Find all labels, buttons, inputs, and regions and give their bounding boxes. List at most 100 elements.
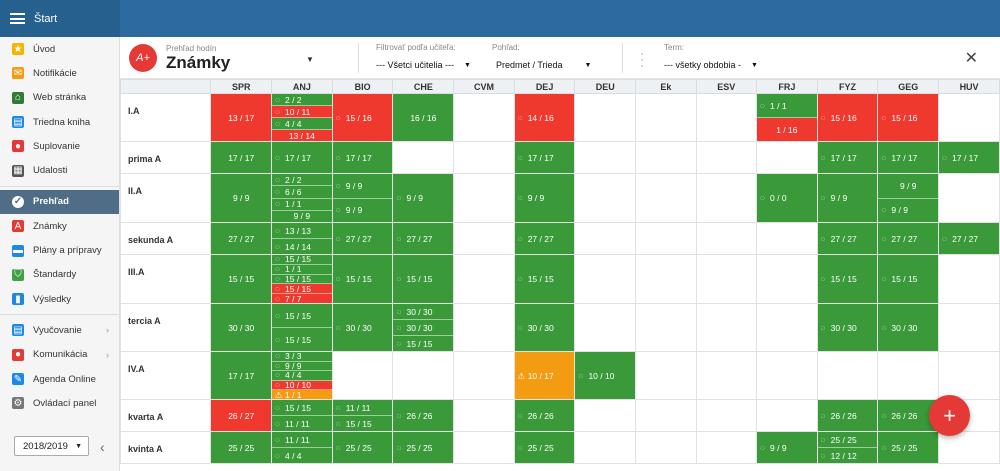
grade-cell[interactable]: ◌ 26 / 26: [392, 399, 455, 432]
grade-count[interactable]: ◌ 25 / 25: [514, 432, 575, 463]
grade-cell[interactable]: ◌ 15 / 15: [331, 254, 394, 304]
grade-count[interactable]: ◌ 25 / 25: [817, 432, 878, 448]
grade-count[interactable]: ⚠ 1 / 1: [272, 390, 332, 399]
grade-count[interactable]: 27 / 27: [211, 223, 271, 254]
sidebar-item[interactable]: ✉ Notifikácie: [0, 61, 119, 85]
grade-cell[interactable]: 13 / 17: [210, 93, 272, 142]
grade-cell[interactable]: ◌ 2 / 2 ◌ 10 / 11 ◌ 4 / 4 13 / 14: [271, 93, 333, 142]
grade-count[interactable]: ◌ 15 / 15: [878, 255, 939, 303]
grade-cell[interactable]: ◌ 9 / 9: [513, 173, 576, 223]
grade-cell[interactable]: ◌ 26 / 26: [513, 399, 576, 432]
grade-count[interactable]: ◌ 10 / 11: [272, 106, 332, 118]
grade-count[interactable]: ◌ 27 / 27: [514, 223, 575, 254]
grade-count[interactable]: ◌ 15 / 15: [272, 274, 332, 285]
grade-cell[interactable]: 16 / 16: [392, 93, 455, 142]
grade-cell[interactable]: ◌ 15 / 16: [331, 93, 394, 142]
grade-cell[interactable]: ◌ 11 / 11 ◌ 15 / 15: [331, 399, 394, 432]
subject-header[interactable]: FYZ: [816, 79, 879, 94]
sidebar-item[interactable]: ⛉ Štandardy: [0, 263, 119, 287]
grade-count[interactable]: 9 / 9: [272, 210, 332, 222]
grade-count[interactable]: ◌ 15 / 15: [272, 304, 332, 328]
grade-count[interactable]: ◌ 15 / 15: [272, 255, 332, 265]
grade-cell[interactable]: ◌ 9 / 9 ◌ 9 / 9: [331, 173, 394, 223]
class-name[interactable]: kvarta A: [120, 399, 212, 432]
class-name[interactable]: prima A: [120, 141, 212, 174]
add-button[interactable]: +: [929, 395, 970, 436]
grade-count[interactable]: ◌ 7 / 7: [272, 294, 332, 303]
menu-icon[interactable]: [10, 13, 25, 24]
sidebar-item[interactable]: ✎ Agenda Online: [0, 367, 119, 391]
grade-cell[interactable]: ◌ 15 / 16: [877, 93, 940, 142]
grade-cell[interactable]: ◌ 27 / 27: [331, 222, 394, 255]
grade-count[interactable]: ◌ 25 / 25: [393, 432, 454, 463]
grade-count[interactable]: 13 / 17: [211, 94, 271, 141]
grade-cell[interactable]: 9 / 9: [210, 173, 272, 223]
grade-cell[interactable]: ◌ 27 / 27: [877, 222, 940, 255]
grade-count[interactable]: 15 / 15: [211, 255, 271, 303]
grade-cell[interactable]: ◌ 15 / 15: [513, 254, 576, 304]
sidebar-item[interactable]: ▤ Triedna kniha: [0, 110, 119, 134]
sidebar-item[interactable]: ★ Úvod: [0, 37, 119, 61]
grade-cell[interactable]: 9 / 9 ◌ 9 / 9: [877, 173, 940, 223]
grade-count[interactable]: ◌ 15 / 15: [332, 416, 393, 431]
grade-count[interactable]: ◌ 17 / 17: [332, 142, 393, 173]
subject-header[interactable]: FRJ: [756, 79, 818, 94]
grade-count[interactable]: ◌ 15 / 15: [332, 255, 393, 303]
grade-count[interactable]: ◌ 27 / 27: [393, 223, 454, 254]
grade-count[interactable]: ◌ 3 / 3: [272, 352, 332, 362]
subject-header[interactable]: SPR: [210, 79, 272, 94]
grade-cell[interactable]: ◌ 17 / 17: [877, 141, 940, 174]
grade-count[interactable]: ◌ 25 / 25: [878, 432, 939, 463]
grade-count[interactable]: ◌ 14 / 16: [514, 94, 575, 141]
drag-handle-icon[interactable]: · · ·: [640, 46, 644, 72]
subject-header[interactable]: Ek: [635, 79, 697, 94]
grade-cell[interactable]: ◌ 15 / 15: [816, 254, 879, 304]
grade-count[interactable]: ◌ 27 / 27: [939, 223, 999, 254]
grade-count[interactable]: ◌ 15 / 15: [514, 255, 575, 303]
grade-count[interactable]: 13 / 14: [272, 130, 332, 141]
grade-count[interactable]: ◌ 26 / 26: [817, 400, 878, 431]
grade-cell[interactable]: ◌ 17 / 17: [271, 141, 333, 174]
grade-cell[interactable]: ◌ 30 / 30: [816, 303, 879, 352]
subject-header[interactable]: BIO: [331, 79, 394, 94]
grade-count[interactable]: 17 / 17: [211, 352, 271, 399]
close-icon[interactable]: ✕: [964, 50, 978, 67]
grade-count[interactable]: ◌ 10 / 10: [272, 380, 332, 391]
sidebar-item[interactable]: ▤ Vyučovanie ›: [0, 318, 119, 342]
class-name[interactable]: I.A: [120, 93, 212, 142]
grade-cell[interactable]: ◌ 17 / 17: [938, 141, 1000, 174]
grade-count[interactable]: 9 / 9: [878, 174, 939, 199]
grade-count[interactable]: ◌ 9 / 9: [817, 174, 878, 222]
grade-count[interactable]: ◌ 6 / 6: [272, 186, 332, 199]
grade-count[interactable]: ◌ 4 / 4: [272, 448, 332, 463]
class-name[interactable]: tercia A: [120, 303, 212, 352]
grade-count[interactable]: ◌ 15 / 15: [393, 255, 454, 303]
grade-count[interactable]: ◌ 17 / 17: [939, 142, 999, 173]
grade-cell[interactable]: ◌ 25 / 25: [513, 431, 576, 464]
grade-count[interactable]: ◌ 30 / 30: [817, 304, 878, 351]
subject-header[interactable]: HUV: [938, 79, 1000, 94]
grade-cell[interactable]: ◌ 14 / 16: [513, 93, 576, 142]
grade-count[interactable]: ◌ 15 / 16: [878, 94, 939, 141]
teacher-filter[interactable]: Filtrovať podľa učiteľa: --- Všetci učit…: [370, 43, 471, 70]
grade-cell[interactable]: ◌ 27 / 27: [938, 222, 1000, 255]
grade-count[interactable]: ◌ 1 / 1: [757, 94, 817, 118]
grade-count[interactable]: ◌ 26 / 26: [514, 400, 575, 431]
grade-count[interactable]: 17 / 17: [211, 142, 271, 173]
grade-count[interactable]: ◌ 2 / 2: [272, 94, 332, 106]
grade-count[interactable]: ⚠ 10 / 17: [514, 352, 575, 399]
grade-count[interactable]: ◌ 27 / 27: [878, 223, 939, 254]
grade-cell[interactable]: ◌ 17 / 17: [816, 141, 879, 174]
class-name[interactable]: II.A: [120, 173, 212, 223]
grade-cell[interactable]: ◌ 27 / 27: [816, 222, 879, 255]
grade-cell[interactable]: ◌ 27 / 27: [392, 222, 455, 255]
sidebar-item[interactable]: ▬ Plány a prípravy: [0, 238, 119, 262]
class-name[interactable]: kvinta A: [120, 431, 212, 464]
grade-count[interactable]: ◌ 2 / 2: [272, 174, 332, 187]
grade-cell[interactable]: ◌ 9 / 9: [756, 431, 818, 464]
grade-count[interactable]: ◌ 15 / 15: [817, 255, 878, 303]
grade-count[interactable]: ◌ 1 / 1: [272, 198, 332, 211]
grade-cell[interactable]: ◌ 3 / 3 ◌ 9 / 9 ◌ 4 / 4 ◌ 10 / 10 ⚠ 1 / 1: [271, 351, 333, 400]
grade-count[interactable]: ◌ 15 / 16: [332, 94, 393, 141]
subject-header[interactable]: GEG: [877, 79, 940, 94]
